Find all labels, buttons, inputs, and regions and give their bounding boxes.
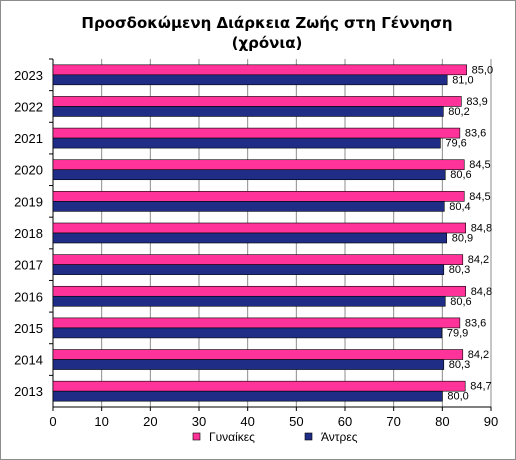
y-tick-label: 2023 [14, 68, 43, 83]
bar-men [52, 169, 446, 181]
x-tick-label: 30 [192, 414, 206, 429]
data-label: 80,6 [450, 296, 471, 308]
data-label: 84,7 [470, 381, 491, 393]
x-tick-label: 50 [289, 414, 303, 429]
y-tick-label: 2013 [14, 384, 43, 399]
data-label: 84,5 [469, 191, 490, 203]
legend-label: Γυναίκες [209, 430, 255, 444]
data-label: 79,6 [445, 138, 466, 150]
x-tick-label: 80 [435, 414, 449, 429]
y-tick-label: 2020 [14, 163, 43, 178]
y-tick-label: 2017 [14, 258, 43, 273]
bar-women [52, 285, 466, 297]
bar-men [52, 201, 445, 212]
bar-women [52, 349, 464, 360]
bar-men [52, 359, 445, 370]
chart-title-line2: (χρόνια) [232, 34, 303, 52]
x-tick-label: 70 [386, 414, 400, 429]
bar-women [52, 380, 466, 392]
bar-women [52, 96, 462, 107]
x-tick-label: 90 [484, 414, 498, 429]
data-label: 80,2 [448, 106, 469, 118]
data-label: 80,9 [452, 233, 473, 245]
y-tick-label: 2016 [14, 289, 43, 304]
bar-men [52, 327, 443, 339]
data-label: 81,0 [452, 74, 473, 86]
x-tick-label: 10 [94, 414, 108, 429]
bar-men [52, 232, 448, 244]
bar-men [52, 390, 443, 402]
data-label: 79,9 [447, 327, 468, 339]
y-tick-label: 2015 [14, 321, 43, 336]
bar-women [52, 159, 465, 171]
data-label: 80,6 [450, 169, 471, 181]
bar-women [52, 222, 466, 234]
y-tick-label: 2019 [14, 194, 43, 209]
bar-women [52, 64, 467, 76]
x-tick-label: 0 [49, 414, 56, 429]
data-label: 80,3 [449, 359, 470, 371]
y-tick-label: 2022 [14, 99, 43, 114]
x-tick-label: 20 [143, 414, 157, 429]
data-label: 83,6 [465, 128, 486, 140]
y-tick-label: 2021 [14, 131, 43, 146]
data-label: 80,4 [449, 201, 470, 213]
legend: Γυναίκες Άντρες [192, 430, 358, 444]
y-tick-label: 2014 [14, 353, 43, 368]
y-tick-label: 2018 [14, 226, 43, 241]
data-label: 83,6 [465, 317, 486, 329]
data-label: 84,2 [468, 349, 489, 361]
data-label: 84,2 [468, 254, 489, 266]
bar-men [52, 137, 441, 149]
bar-men [52, 106, 444, 117]
chart-title-line1: Προσδοκώμενη Διάρκεια Ζωής στη Γέννηση [81, 14, 452, 32]
data-label: 84,5 [469, 159, 490, 171]
bar-women [52, 191, 465, 202]
legend-swatch [192, 432, 201, 441]
legend-swatch [304, 432, 313, 441]
bar-women [52, 254, 464, 265]
bar-men [52, 74, 448, 86]
data-label: 84,8 [471, 223, 492, 235]
data-label: 80,0 [447, 391, 468, 403]
x-tick-label: 40 [240, 414, 254, 429]
bar-women [52, 317, 461, 329]
legend-label: Άντρες [321, 430, 358, 444]
bar-men [52, 264, 445, 275]
data-label: 84,8 [471, 286, 492, 298]
data-label: 83,9 [466, 96, 487, 108]
bar-women [52, 127, 461, 139]
data-label: 80,3 [449, 264, 470, 276]
x-tick-label: 60 [338, 414, 352, 429]
bar-men [52, 295, 446, 307]
data-label: 85,0 [472, 64, 493, 76]
